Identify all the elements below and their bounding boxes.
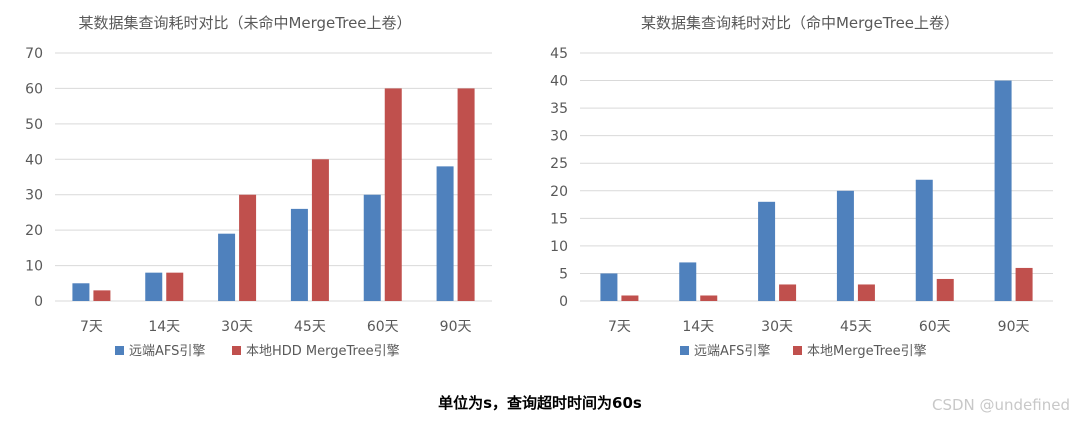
bar-series2 <box>779 284 797 301</box>
chart-2: 某数据集查询耗时对比（命中MergeTree上卷） 0 5 10 15 20 25 30 35 4… <box>550 14 1053 359</box>
y-tick-label: 40 <box>550 74 568 90</box>
x-tick-label: 14天 <box>682 319 714 335</box>
bar-series2 <box>166 272 184 301</box>
y-tick-label: 25 <box>550 156 568 172</box>
chart-1: 某数据集查询耗时对比（未命中MergeTree上卷） 0 10 20 30 40 50 60 7… <box>25 14 492 359</box>
watermark: CSDN @undefined <box>931 396 1070 414</box>
charts-svg: 某数据集查询耗时对比（未命中MergeTree上卷）01020304050607… <box>25 14 1053 359</box>
bar-series2 <box>311 159 329 301</box>
bar-series2 <box>93 290 111 301</box>
bar-series2 <box>1015 267 1033 301</box>
y-tick-label: 70 <box>25 46 43 62</box>
chart-title: 某数据集查询耗时对比（未命中MergeTree上卷） <box>78 14 411 32</box>
x-tick-label: 7天 <box>80 319 103 335</box>
y-tick-label: 35 <box>550 101 568 117</box>
bar-series2 <box>857 284 875 301</box>
y-tick-label: 20 <box>550 184 568 200</box>
chart-title: 某数据集查询耗时对比（命中MergeTree上卷） <box>641 14 959 32</box>
bar-series2 <box>621 295 639 301</box>
y-tick-label: 10 <box>25 259 43 275</box>
y-tick-label: 30 <box>550 129 568 145</box>
bar-series1 <box>758 201 776 301</box>
y-tick-label: 5 <box>559 266 568 282</box>
y-tick-label: 10 <box>550 239 568 255</box>
legend-swatch <box>680 346 689 355</box>
x-tick-label: 45天 <box>840 319 872 335</box>
legend-swatch <box>115 346 124 355</box>
bar-series1 <box>145 272 163 301</box>
bar-series2 <box>457 88 475 301</box>
legend-label: 远端AFS引擎 <box>129 344 205 359</box>
legend-swatch <box>232 346 241 355</box>
y-tick-label: 0 <box>559 294 568 310</box>
x-tick-label: 90天 <box>998 319 1030 335</box>
bar-series1 <box>290 208 308 301</box>
bar-series1 <box>218 233 236 301</box>
footer-note: 单位为s，查询超时时间为60s <box>438 394 642 412</box>
x-tick-label: 90天 <box>440 319 472 335</box>
bar-series2 <box>700 295 718 301</box>
x-tick-label: 7天 <box>608 319 631 335</box>
bar-series1 <box>436 166 454 301</box>
legend-label: 本地HDD MergeTree引擎 <box>246 344 400 359</box>
bar-series1 <box>600 273 618 301</box>
legend-label: 远端AFS引擎 <box>694 344 770 359</box>
bar-series1 <box>836 190 854 301</box>
x-tick-label: 14天 <box>148 319 180 335</box>
y-tick-label: 40 <box>25 152 43 168</box>
y-tick-label: 15 <box>550 211 568 227</box>
bar-series2 <box>384 88 402 301</box>
bar-series1 <box>72 283 90 301</box>
y-tick-label: 45 <box>550 46 568 62</box>
charts-area: 某数据集查询耗时对比（未命中MergeTree上卷） 0 10 20 30 40 50 60 7… <box>25 14 1053 359</box>
x-tick-label: 30天 <box>761 319 793 335</box>
legend-label: 本地MergeTree引擎 <box>807 344 927 359</box>
y-tick-label: 30 <box>25 188 43 204</box>
bar-series2 <box>936 278 954 301</box>
legend-swatch <box>793 346 802 355</box>
bar-series1 <box>679 262 697 301</box>
bar-series2 <box>239 194 257 301</box>
x-tick-label: 30天 <box>221 319 253 335</box>
bar-series1 <box>994 80 1012 301</box>
y-tick-label: 0 <box>34 294 43 310</box>
bar-series1 <box>363 194 381 301</box>
bar-series1 <box>915 179 933 301</box>
y-tick-label: 60 <box>25 81 43 97</box>
x-tick-label: 60天 <box>919 319 951 335</box>
y-tick-label: 20 <box>25 223 43 239</box>
y-tick-label: 50 <box>25 117 43 133</box>
x-tick-label: 60天 <box>367 319 399 335</box>
x-tick-label: 45天 <box>294 319 326 335</box>
